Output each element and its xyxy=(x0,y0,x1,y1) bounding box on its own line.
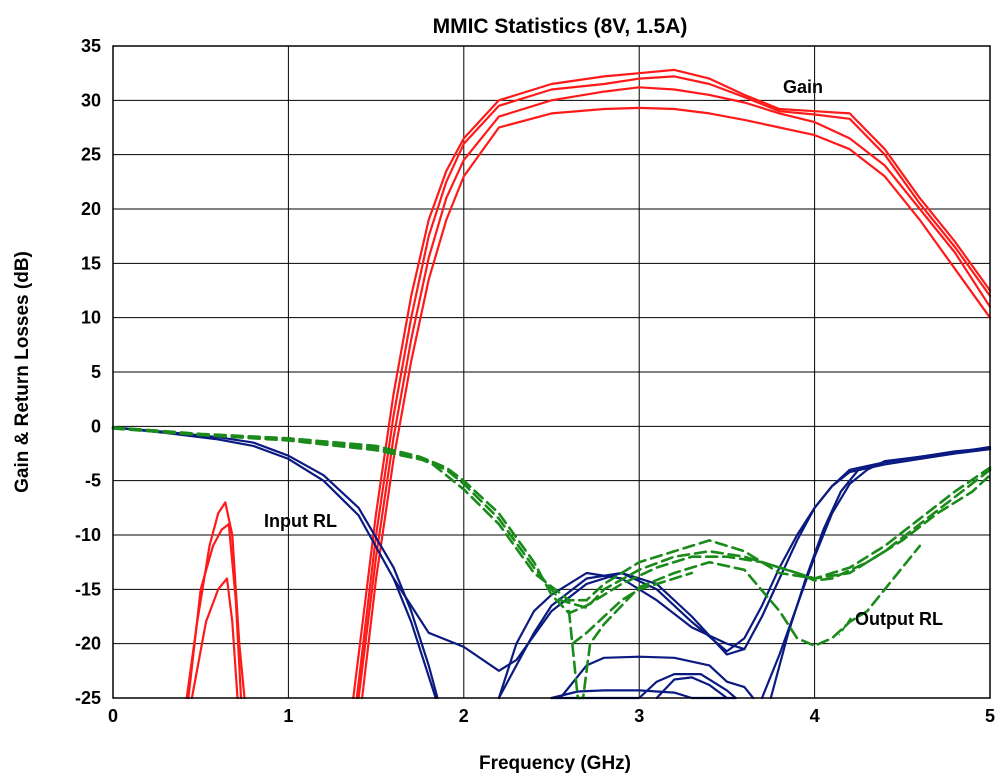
y-tick-label: 5 xyxy=(91,362,101,382)
output-rl-curve xyxy=(571,571,694,645)
input-rl-curve xyxy=(497,571,746,700)
gain-annotation: Gain xyxy=(783,77,823,97)
y-tick-label: -10 xyxy=(75,525,101,545)
y-tick-label: 10 xyxy=(81,308,101,328)
input-rl-curve xyxy=(559,655,755,700)
x-tick-label: 0 xyxy=(108,706,118,726)
x-tick-label: 1 xyxy=(283,706,293,726)
gain-curve xyxy=(187,523,243,700)
x-tick-label: 3 xyxy=(634,706,644,726)
input-rl-curve xyxy=(111,426,437,700)
y-tick-label: -20 xyxy=(75,634,101,654)
output-rl-curve xyxy=(111,426,992,610)
y-tick-label: -25 xyxy=(75,688,101,708)
y-tick-label: -15 xyxy=(75,579,101,599)
output-rl-curve xyxy=(111,427,992,602)
input-rl-curve xyxy=(655,676,728,700)
gain-curve xyxy=(361,106,992,700)
input-rl-annotation: Input RL xyxy=(264,511,337,531)
y-axis-label: Gain & Return Losses (dB) xyxy=(12,251,33,493)
y-tick-label: -5 xyxy=(85,471,101,491)
y-tick-label: 0 xyxy=(91,416,101,436)
y-tick-label: 15 xyxy=(81,253,101,273)
y-tick-label: 35 xyxy=(81,36,101,56)
gain-curve xyxy=(190,577,239,700)
y-tick-label: 25 xyxy=(81,145,101,165)
gain-curve xyxy=(352,68,992,700)
y-tick-label: 30 xyxy=(81,90,101,110)
plot-area xyxy=(111,68,992,700)
x-axis-label: Frequency (GHz) xyxy=(479,753,631,774)
output-rl-annotation: Output RL xyxy=(855,609,943,629)
output-rl-leader-line xyxy=(838,617,852,636)
output-rl-curve xyxy=(111,426,992,615)
output-rl-curve xyxy=(567,544,922,700)
x-tick-label: 5 xyxy=(985,706,995,726)
input-rl-curve xyxy=(760,447,992,700)
x-tick-label: 4 xyxy=(810,706,820,726)
input-rl-curve xyxy=(550,673,737,700)
chart-title: MMIC Statistics (8V, 1.5A) xyxy=(433,15,688,38)
input-rl-curve xyxy=(497,448,992,700)
plot-frame xyxy=(112,45,991,699)
x-tick-label: 2 xyxy=(459,706,469,726)
gain-curve xyxy=(355,75,992,700)
axis-ticks: 0 1 2 3 4 5 35 30 25 20 15 10 5 0 -5 -10 -15 -20 -25 xyxy=(75,36,995,726)
gain-curve xyxy=(357,86,992,700)
y-tick-label: 20 xyxy=(81,199,101,219)
input-rl-curve xyxy=(392,447,992,672)
input-rl-curve xyxy=(769,445,992,700)
